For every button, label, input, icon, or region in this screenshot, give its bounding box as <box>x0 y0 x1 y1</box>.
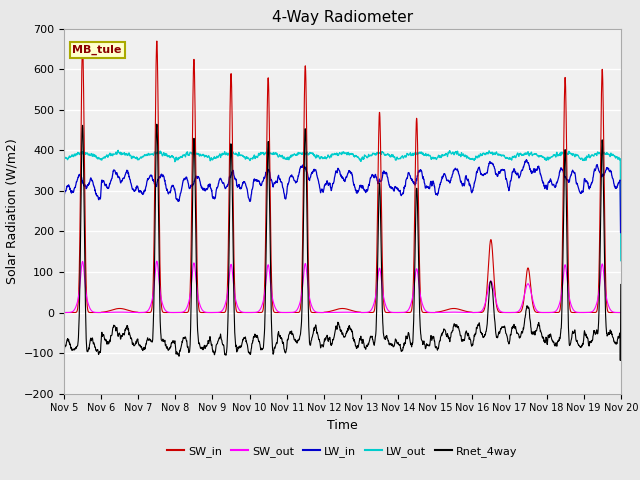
LW_in <box>523 157 531 163</box>
LW_out <box>216 152 223 157</box>
Line: Rnet_4way: Rnet_4way <box>64 124 621 360</box>
SW_out <box>617 310 625 315</box>
SW_out <box>216 309 223 315</box>
SW_in <box>504 310 512 315</box>
SW_out <box>504 310 512 315</box>
Rnet_4way <box>504 339 512 345</box>
Line: SW_out: SW_out <box>64 261 621 312</box>
LW_out <box>617 258 625 264</box>
SW_out <box>153 258 161 264</box>
SW_out <box>568 304 575 310</box>
LW_out <box>584 155 591 160</box>
LW_in <box>371 173 378 179</box>
LW_out <box>568 150 575 156</box>
SW_in <box>153 38 161 44</box>
Rnet_4way <box>568 335 575 340</box>
SW_out <box>371 298 379 303</box>
Line: LW_in: LW_in <box>64 160 621 233</box>
Line: LW_out: LW_out <box>64 150 621 261</box>
SW_out <box>60 310 68 315</box>
LW_in <box>617 230 625 236</box>
SW_in <box>568 310 575 315</box>
LW_out <box>504 156 512 161</box>
Rnet_4way <box>617 282 625 288</box>
Line: SW_in: SW_in <box>64 41 621 312</box>
LW_in <box>617 230 625 236</box>
X-axis label: Time: Time <box>327 419 358 432</box>
SW_in <box>359 310 367 315</box>
SW_out <box>584 310 591 315</box>
LW_out <box>60 156 68 162</box>
LW_in <box>358 184 366 190</box>
LW_in <box>60 194 68 200</box>
SW_in <box>60 310 68 315</box>
SW_in <box>216 310 223 315</box>
Rnet_4way <box>216 336 223 341</box>
LW_out <box>371 151 379 157</box>
Rnet_4way <box>371 339 379 345</box>
SW_in <box>617 310 625 315</box>
LW_in <box>504 184 512 190</box>
SW_out <box>359 310 367 315</box>
LW_out <box>359 154 367 160</box>
Y-axis label: Solar Radiation (W/m2): Solar Radiation (W/m2) <box>5 138 18 284</box>
Rnet_4way <box>153 121 161 127</box>
LW_in <box>568 169 575 175</box>
SW_in <box>584 310 591 315</box>
Rnet_4way <box>60 348 68 353</box>
Text: MB_tule: MB_tule <box>72 45 122 56</box>
Rnet_4way <box>359 338 367 344</box>
SW_in <box>371 305 379 311</box>
LW_in <box>216 178 223 183</box>
Rnet_4way <box>616 358 624 363</box>
LW_in <box>584 179 591 185</box>
Rnet_4way <box>584 334 591 340</box>
Legend: SW_in, SW_out, LW_in, LW_out, Rnet_4way: SW_in, SW_out, LW_in, LW_out, Rnet_4way <box>163 441 522 461</box>
LW_out <box>115 147 122 153</box>
Title: 4-Way Radiometer: 4-Way Radiometer <box>272 10 413 25</box>
